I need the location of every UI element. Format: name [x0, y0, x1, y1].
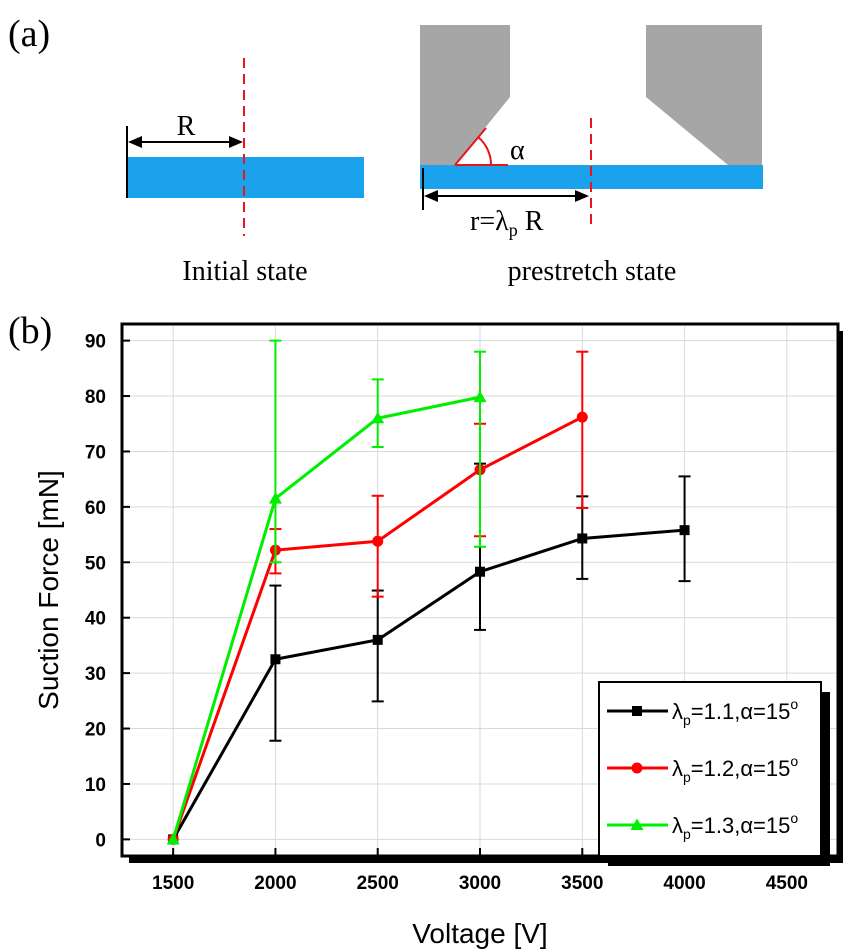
series-line: [171, 528, 685, 841]
legend-label: λp=1.2,α=15o: [672, 753, 798, 785]
angle-label: α: [510, 135, 525, 166]
radius-arrowhead-right: [229, 136, 243, 148]
legend-label: λp=1.3,α=15o: [672, 810, 798, 842]
prestretch-state-diagram: α r=λp R prestretch state: [420, 25, 763, 287]
y-tick-label: 20: [85, 720, 106, 741]
y-tick-label: 50: [85, 553, 106, 574]
legend: λp=1.1,α=15o λp=1.2,α=15o λp=1.3,α=15o: [598, 681, 830, 866]
panel-a: (a) R Initial state α: [8, 13, 763, 287]
initial-state-diagram: R Initial state: [126, 58, 364, 287]
initial-state-caption: Initial state: [182, 256, 307, 287]
data-point: [372, 535, 384, 547]
data-point: [475, 566, 485, 577]
y-tick-label: 70: [85, 442, 106, 463]
prestretch-state-caption: prestretch state: [508, 256, 677, 287]
legend-entries: λp=1.1,α=15o λp=1.2,α=15o λp=1.3,α=15o: [607, 696, 798, 842]
x-tick-label: 3000: [459, 873, 501, 894]
chamber-wall-right: [646, 25, 762, 165]
series: [166, 339, 691, 845]
data-point: [270, 654, 281, 665]
y-tick-label: 80: [85, 387, 106, 408]
chamber-wall-left: [420, 25, 510, 165]
panel-b-label: (b): [8, 310, 52, 352]
data-point: [473, 390, 487, 403]
y-tick-label: 0: [95, 830, 106, 851]
series-3: [166, 339, 487, 845]
x-tick-label: 1500: [152, 873, 194, 894]
legend-entry-2: λp=1.2,α=15o: [607, 753, 798, 785]
y-tick-label: 90: [85, 332, 106, 353]
data-point: [166, 832, 180, 845]
series-line: [171, 395, 481, 840]
legend-marker: [632, 706, 642, 716]
data-point: [679, 525, 690, 536]
x-tick-label: 4000: [663, 873, 705, 894]
radius-arrowhead-left: [128, 136, 142, 148]
stretched-arrowhead-right: [575, 190, 589, 202]
legend-entry-1: λp=1.1,α=15o: [607, 696, 798, 728]
legend-marker: [630, 818, 644, 830]
initial-film: [127, 157, 364, 198]
y-ticks: 0 10 20 30 40 50 60 70 80 90: [85, 332, 130, 851]
legend-entry-3: λp=1.3,α=15o: [607, 810, 798, 842]
data-point: [372, 634, 383, 645]
stretched-arrowhead-left: [424, 190, 438, 202]
y-tick-label: 30: [85, 664, 106, 685]
legend-marker: [631, 762, 643, 774]
panel-a-label: (a): [8, 13, 50, 55]
panel-b: (b) 1500 2000 2500 3000 3500 4000 4500 0 10 20 30…: [8, 310, 843, 949]
x-axis-label: Voltage [V]: [412, 918, 547, 949]
x-ticks: 1500 2000 2500 3000 3500 4000 4500: [152, 848, 808, 894]
y-tick-label: 10: [85, 775, 106, 796]
y-axis-label: Suction Force [mN]: [33, 470, 64, 710]
data-point: [371, 411, 385, 424]
stretched-radius-label: r=λp R: [470, 206, 544, 240]
x-tick-label: 4500: [766, 873, 808, 894]
y-tick-label: 40: [85, 609, 106, 630]
data-point: [268, 492, 282, 504]
radius-label: R: [177, 111, 196, 142]
x-tick-label: 3500: [561, 873, 603, 894]
angle-slope: [454, 127, 487, 166]
y-tick-label: 60: [85, 498, 106, 519]
data-point: [576, 411, 588, 423]
x-tick-label: 2500: [357, 873, 399, 894]
x-tick-label: 2000: [254, 873, 296, 894]
legend-label: λp=1.1,α=15o: [672, 696, 798, 728]
data-point: [577, 533, 588, 544]
angle-arc: [477, 136, 493, 166]
